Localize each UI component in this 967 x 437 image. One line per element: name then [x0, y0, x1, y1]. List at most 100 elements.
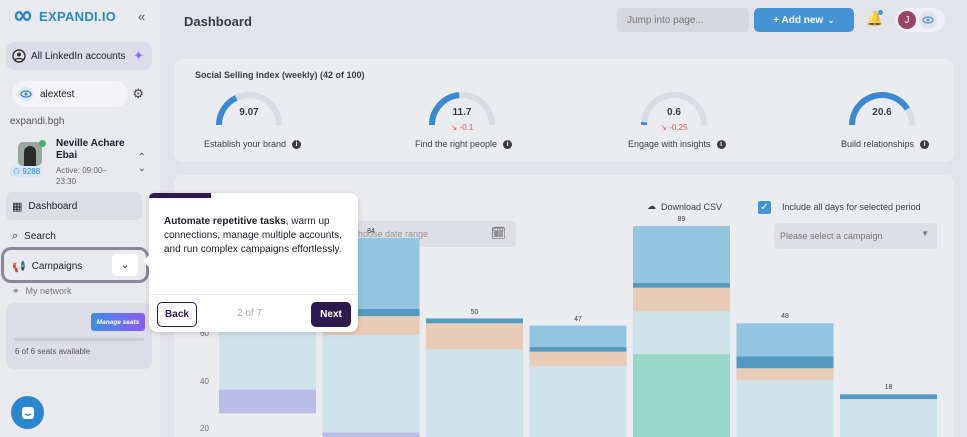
bar-segment [840, 394, 937, 400]
profile-active-hours: Active: 09:00–23:30 [56, 166, 107, 186]
collapse-sidebar-icon[interactable]: « [138, 9, 146, 24]
caret-down-icon: ▼ [921, 229, 929, 238]
account-chip-label: alextest [40, 88, 75, 100]
avatar [18, 142, 42, 166]
bar-segment [736, 323, 834, 357]
tooltip-arrow [143, 255, 149, 267]
user-avatar: J [898, 11, 916, 29]
user-icon: ⚇ [13, 167, 21, 176]
date-range-placeholder: hoose date range [358, 229, 429, 239]
online-status-dot [39, 140, 46, 147]
bar-value-label: 89 [677, 216, 686, 224]
seats-card: Manage seats 6 of 6 seats available [6, 303, 152, 369]
bar-segment [529, 325, 627, 347]
all-accounts-button[interactable]: All LinkedIn accounts ✦ [6, 42, 152, 70]
tooltip-text: Automate repetitive tasks, warm up conne… [164, 215, 349, 257]
sidebar-item-dashboard[interactable]: ▦ Dashboard [6, 192, 142, 220]
bar-value-label: 50 [470, 308, 479, 316]
info-icon: i [292, 139, 302, 149]
info-icon: i [716, 139, 726, 149]
gauge-value: 20.6 [872, 107, 892, 118]
bar-segment [529, 346, 627, 352]
tooltip-body: , warm up connections, manage multiple a… [164, 216, 342, 255]
gauge-label: Find the right people i [415, 139, 513, 149]
expand-collapse-icon[interactable]: ⌃ ⌄ [137, 152, 146, 174]
sidebar-item-search[interactable]: ⌕ Search [6, 222, 142, 250]
brand-name: EXPANDI.IO [39, 8, 117, 24]
y-tick: 60 [200, 329, 209, 338]
sparkle-icon: ✦ [133, 48, 144, 63]
manage-seats-button[interactable]: Manage seats [91, 313, 145, 331]
megaphone-icon: 📢 [12, 260, 26, 273]
chevron-down-icon[interactable]: ⌄ [112, 254, 138, 276]
bar-segment [322, 309, 420, 317]
bar-segment [322, 335, 420, 433]
page-title: Dashboard [184, 14, 252, 29]
jump-to-page-input[interactable]: Jump into page... [617, 8, 749, 32]
bar-segment [633, 287, 730, 312]
chat-button[interactable] [11, 396, 44, 429]
info-icon: i [920, 139, 930, 149]
next-button[interactable]: Next [311, 302, 351, 327]
campaign-select-placeholder: Please select a campaign [780, 231, 883, 241]
sidebar-item-campaigns[interactable]: 📢 Campaigns [6, 252, 142, 280]
gauge-label: Establish your brand i [204, 139, 302, 149]
ssi-card: Social Selling Index (weekly) (42 of 100… [174, 59, 954, 162]
bar-value-label: 48 [781, 313, 789, 321]
eye-avatar-icon [18, 86, 34, 102]
bar-segment [633, 226, 730, 283]
eye-avatar-icon [919, 11, 937, 29]
include-all-days-checkbox[interactable]: ✓ [758, 201, 771, 214]
gauge-delta: ↘ -0.25 [660, 123, 688, 132]
grid-icon: ▦ [12, 200, 23, 213]
download-label: Download CSV [661, 201, 723, 212]
cloud-download-icon: ☁ [647, 201, 656, 211]
campaign-select[interactable]: Please select a campaign ▼ [774, 223, 937, 249]
bar-segment [426, 318, 523, 324]
bar-segment [219, 389, 316, 414]
y-tick: 40 [200, 377, 209, 386]
network-icon: ⚭ [12, 285, 20, 296]
account-chip[interactable]: alextest [12, 81, 128, 107]
tooltip-bold: Automate repetitive tasks [164, 216, 286, 227]
search-icon: ⌕ [12, 229, 19, 242]
chat-icon [21, 406, 34, 419]
info-icon: i [503, 139, 513, 149]
ssi-title: Social Selling Index (weekly) (42 of 100… [195, 70, 365, 80]
step-indicator: 2 of 7 [237, 308, 263, 319]
chevron-down-icon: ⌄ [827, 14, 835, 25]
account-circle-icon [12, 49, 26, 63]
sidebar-item-network[interactable]: ⚭ My network [6, 284, 142, 298]
add-new-button[interactable]: + Add new ⌄ [754, 8, 854, 32]
bar-segment [322, 432, 420, 437]
all-accounts-label: All LinkedIn accounts [31, 50, 126, 62]
back-button[interactable]: Back [157, 302, 197, 327]
gauge-label: Engage with insights i [628, 139, 726, 149]
bar-value-label: 84 [367, 227, 375, 235]
profile-name: Neville Achare Ebai [56, 138, 125, 161]
user-menu[interactable]: J [895, 8, 945, 32]
sidebar-item-label: Dashboard [28, 200, 78, 212]
add-new-label: + Add new [773, 14, 824, 26]
bar-segment [633, 311, 730, 355]
bar-segment [736, 368, 834, 381]
seats-progress-bar [14, 338, 144, 341]
gauge-delta: ↘ -0.1 [450, 123, 474, 132]
bar-segment [633, 354, 730, 437]
download-csv-button[interactable]: ☁ Download CSV [647, 201, 722, 212]
divider [149, 294, 358, 295]
stacked-bar-chart [219, 226, 937, 437]
bar-segment [633, 282, 730, 288]
infinity-logo-icon [14, 11, 32, 21]
sidebar-item-label: My network [25, 286, 72, 296]
gear-icon[interactable]: ⚙ [132, 86, 144, 101]
sidebar: EXPANDI.IO « All LinkedIn accounts ✦ ale… [0, 0, 160, 437]
bar-value-label: 18 [884, 384, 893, 392]
profile-card[interactable]: ⚇ 9288 Neville Achare Ebai Active: 09:00… [6, 134, 152, 188]
y-tick: 20 [200, 424, 209, 433]
calendar-icon: 🗓 [490, 226, 506, 240]
bar-segment [736, 356, 834, 369]
notification-dot [878, 10, 883, 15]
expandi-logo[interactable]: EXPANDI.IO [10, 8, 116, 24]
account-switcher: alextest ⚙ [6, 80, 152, 108]
